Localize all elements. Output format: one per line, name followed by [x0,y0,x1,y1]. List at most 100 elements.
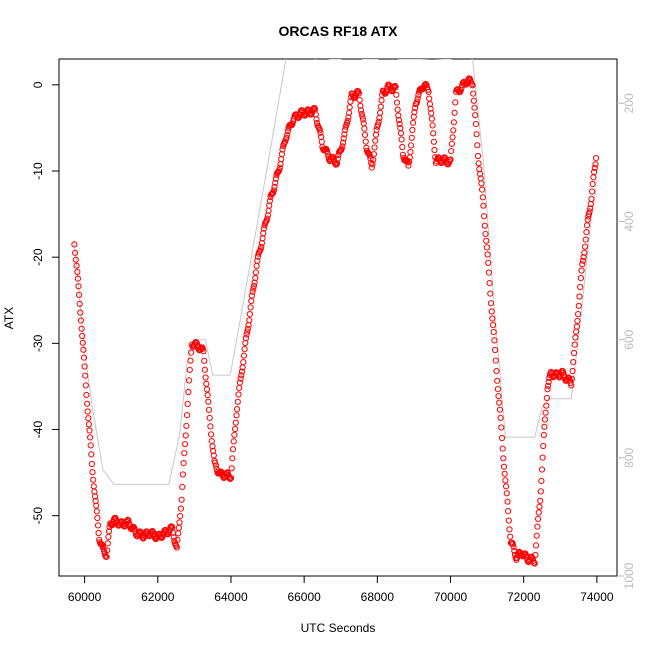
atx-data-point [487,290,494,297]
atx-data-point [538,477,545,484]
atx-data-point [76,300,83,307]
atx-data-point [359,116,367,123]
atx-data-point [493,368,500,375]
atx-data-point [503,490,510,497]
atx-data-point [356,96,363,104]
atx-data-point [248,292,255,299]
atx-data-point [500,455,507,462]
atx-data-point [449,134,456,141]
atx-data-point [589,180,596,188]
atx-data-point [583,222,591,229]
atx-data-point [431,146,438,154]
atx-data-point [104,540,111,547]
right-tick-label: 800 [622,447,636,467]
atx-data-point [410,119,417,126]
atx-data-point [355,90,363,97]
atx-data-point [429,122,436,129]
atx-data-point [84,408,91,415]
atx-data-point [253,262,260,269]
atx-data-point [447,156,454,163]
atx-data-point [242,339,249,347]
atx-data-point [485,259,492,266]
atx-data-point [392,84,399,91]
atx-data-point [84,400,91,407]
atx-data-point [93,508,100,515]
atx-data-point [539,454,546,461]
atx-data-point [541,416,549,423]
atx-data-point [231,431,238,438]
atx-data-point [584,216,591,223]
atx-data-point [341,131,348,138]
atx-data-point [537,497,544,504]
atx-data-point [92,498,99,505]
atx-data-point [173,544,180,551]
atx-data-point [177,505,184,512]
atx-data-point [541,423,548,430]
x-tick-label: 66000 [287,590,321,604]
atx-data-point [533,532,540,539]
atx-data-point [131,525,138,532]
atx-data-point [503,483,510,490]
atx-data-point [535,515,542,523]
atx-data-point [284,128,291,135]
atx-data-point [238,372,245,379]
atx-data-point [582,236,589,243]
atx-data-point [502,477,509,484]
atx-data-point [186,366,193,373]
atx-data-point [472,121,479,128]
atx-data-point [105,528,113,535]
atx-data-point [358,110,365,117]
atx-data-point [203,386,211,393]
atx-data-point [448,148,455,155]
atx-data-point [369,161,376,168]
atx-data-point [532,542,540,549]
atx-data-point [346,104,353,111]
atx-data-point [457,87,464,94]
atx-data-point [370,151,377,158]
atx-data-point [105,533,112,541]
x-tick-label: 74000 [580,590,614,604]
atx-data-point [266,197,273,204]
atx-data-point [414,98,421,105]
atx-data-point [314,120,321,127]
atx-data-point [227,475,234,482]
atx-data-point [399,143,406,151]
atx-data-point [497,414,504,421]
atx-data-point [580,254,587,261]
atx-data-point [72,256,79,263]
y-tick-label: -30 [31,334,45,352]
atx-data-point [357,102,364,109]
atx-data-point [187,357,194,364]
atx-data-point [88,451,95,458]
atx-data-point [94,522,102,529]
atx-data-point [241,346,248,353]
atx-data-point [80,346,87,353]
atx-data-point [339,143,346,150]
atx-data-point [543,394,551,402]
atx-data-point [74,275,82,282]
atx-data-point [500,463,508,470]
atx-data-point [78,325,85,332]
atx-data-point [234,406,241,413]
atx-data-point [234,398,241,405]
atx-data-point [207,423,214,430]
atx-data-point [586,208,593,215]
atx-data-point [340,139,347,146]
atx-data-point [427,105,434,112]
atx-data-point [591,164,598,171]
atx-data-point [538,466,546,473]
atx-data-point [589,188,596,195]
atx-data-point [495,393,502,400]
atx-data-point [570,359,577,366]
atx-data-point [470,97,477,104]
x-tick-label: 70000 [434,590,468,604]
atx-data-point [233,412,240,419]
atx-data-point [499,445,506,452]
atx-data-point [432,154,439,161]
atx-data-point [90,483,97,490]
atx-data-point [252,275,259,282]
atx-data-point [581,249,588,256]
atx-data-point [87,442,94,449]
atx-data-point [361,131,369,138]
atx-data-point [104,547,111,554]
